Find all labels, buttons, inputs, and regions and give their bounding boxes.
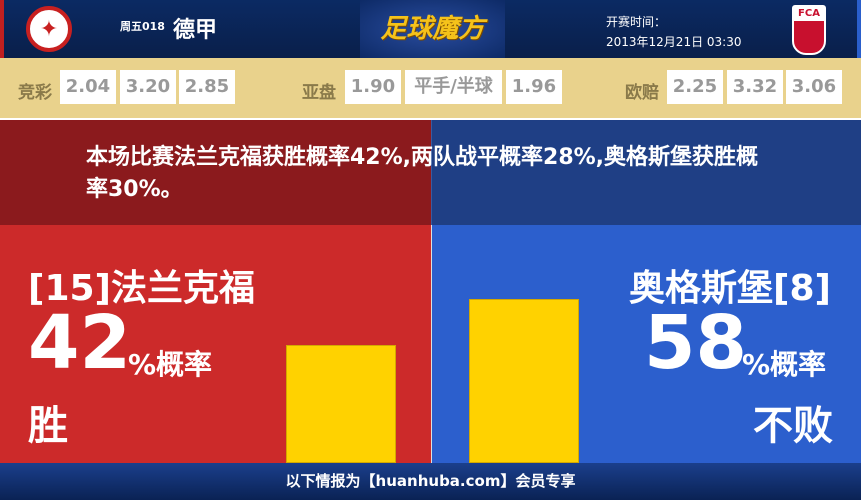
- summary-bg-right: [431, 120, 861, 225]
- home-panel: [15]法兰克福 42 %概率 胜: [0, 225, 431, 463]
- kickoff-time: 2013年12月21日 03:30: [606, 35, 742, 49]
- away-team-crest-icon: FCA: [792, 5, 826, 55]
- match-number: 周五018: [120, 20, 165, 33]
- odds-bar: 竞彩 2.04 3.20 2.85 亚盘 1.90 平手/半球 1.96 欧赔 …: [0, 58, 861, 118]
- away-panel: 奥格斯堡[8] 58 %概率 不败: [431, 225, 861, 463]
- summary-bg-left: [0, 120, 431, 225]
- site-logo: 足球魔方: [360, 0, 505, 58]
- odds-value: 3.32: [727, 70, 783, 104]
- league-name: 德甲: [173, 18, 218, 43]
- odds-value: 2.25: [667, 70, 723, 104]
- odds-value: 2.85: [179, 70, 235, 104]
- oupei-label: 欧赔: [625, 83, 659, 103]
- away-outcome: 不败: [753, 403, 833, 449]
- away-team-name: 奥格斯堡[8]: [629, 268, 831, 309]
- home-percent-unit: %概率: [128, 348, 213, 381]
- home-probability-bar: [286, 345, 396, 463]
- home-team-name: [15]法兰克福: [28, 268, 256, 309]
- home-percent: 42: [28, 300, 131, 386]
- away-percent-unit: %概率: [742, 348, 827, 381]
- odds-value: 平手/半球: [405, 70, 502, 104]
- odds-value: 2.04: [60, 70, 116, 104]
- yapan-label: 亚盘: [302, 83, 336, 103]
- odds-value: 1.90: [345, 70, 401, 104]
- prediction-summary: 本场比赛法兰克福获胜概率42%,两队战平概率28%,奥格斯堡获胜概率30%。: [86, 145, 759, 202]
- away-probability-bar: [469, 298, 579, 463]
- kickoff-label: 开赛时间：: [606, 15, 667, 29]
- odds-value: 3.06: [786, 70, 842, 104]
- odds-value: 1.96: [506, 70, 562, 104]
- home-team-crest-icon: ✦: [26, 6, 72, 52]
- home-outcome: 胜: [28, 403, 68, 449]
- member-banner[interactable]: 以下情报为【huanhuba.com】会员专享: [0, 463, 861, 500]
- odds-value: 3.20: [120, 70, 176, 104]
- jingcai-label: 竞彩: [18, 83, 52, 103]
- away-percent: 58: [644, 300, 747, 386]
